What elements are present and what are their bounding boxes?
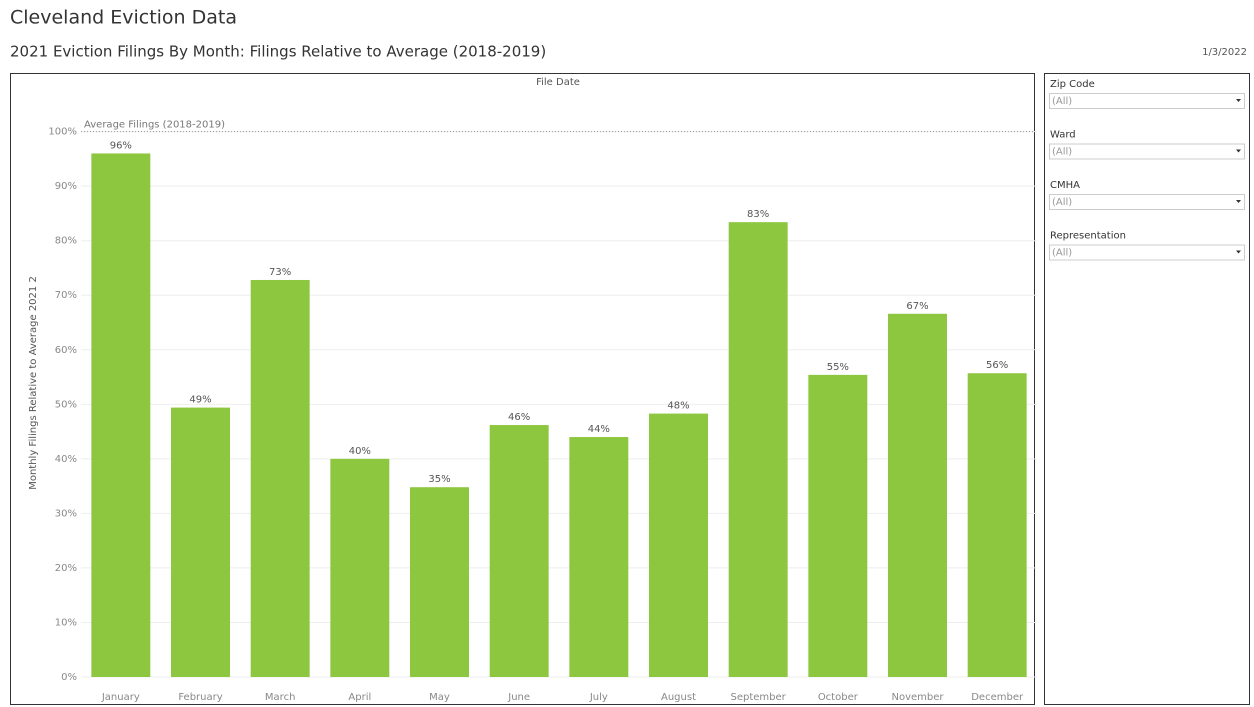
filter-dropdown[interactable] bbox=[1049, 143, 1245, 160]
filter-label: Zip Code bbox=[1050, 79, 1095, 90]
y-tick-label: 0% bbox=[61, 672, 77, 683]
y-tick-label: 80% bbox=[55, 236, 77, 247]
x-axis-label: File Date bbox=[536, 77, 580, 88]
data-label: 49% bbox=[189, 395, 211, 406]
x-tick-label: August bbox=[661, 692, 696, 703]
data-label: 73% bbox=[269, 267, 291, 278]
x-tick-label: November bbox=[891, 692, 944, 703]
x-tick-label: April bbox=[348, 692, 371, 703]
filter-dropdown[interactable] bbox=[1049, 194, 1245, 210]
y-tick-label: 40% bbox=[55, 454, 77, 465]
filter-dropdown[interactable] bbox=[1049, 244, 1245, 261]
data-label: 44% bbox=[588, 424, 610, 435]
bar bbox=[410, 487, 469, 677]
dropdown-arrow bbox=[1236, 99, 1241, 102]
data-label: 55% bbox=[827, 362, 849, 373]
date: 1/3/2022 bbox=[1202, 47, 1247, 58]
chart-frame bbox=[10, 73, 1035, 705]
data-label: 96% bbox=[110, 140, 132, 151]
x-tick-label: February bbox=[178, 692, 222, 703]
y-tick-label: 20% bbox=[55, 563, 77, 574]
data-label: 35% bbox=[428, 474, 450, 485]
y-tick-label: 10% bbox=[55, 617, 77, 628]
filter-value: (All) bbox=[1052, 147, 1072, 158]
y-tick-label: 100% bbox=[48, 127, 77, 138]
data-label: 48% bbox=[667, 401, 689, 412]
bar bbox=[808, 374, 868, 677]
bar bbox=[91, 153, 151, 677]
filter-label: Representation bbox=[1050, 231, 1126, 242]
reference-label: Average Filings (2018-2019) bbox=[84, 120, 225, 131]
dropdown-arrow bbox=[1236, 200, 1241, 203]
dashboard-title: Cleveland Eviction Data bbox=[10, 7, 237, 29]
x-tick-label: January bbox=[101, 692, 140, 703]
bar bbox=[569, 437, 629, 677]
y-tick-label: 60% bbox=[55, 345, 77, 356]
x-tick-label: July bbox=[589, 692, 608, 703]
bar bbox=[489, 425, 549, 677]
dropdown-arrow bbox=[1236, 250, 1241, 254]
y-tick-label: 30% bbox=[55, 508, 77, 519]
dropdown-arrow bbox=[1236, 149, 1241, 153]
data-label: 56% bbox=[986, 360, 1008, 371]
data-label: 67% bbox=[906, 301, 928, 312]
filter-value: (All) bbox=[1052, 96, 1072, 107]
bar bbox=[888, 313, 947, 677]
bar bbox=[967, 373, 1027, 677]
bar bbox=[330, 458, 390, 677]
filter-label: Ward bbox=[1050, 130, 1076, 141]
filter-dropdown[interactable] bbox=[1049, 93, 1245, 109]
bar bbox=[171, 407, 230, 677]
x-tick-label: June bbox=[507, 692, 530, 703]
filter-value: (All) bbox=[1052, 197, 1072, 208]
x-tick-label: October bbox=[818, 692, 859, 703]
x-tick-label: September bbox=[731, 692, 787, 703]
bar bbox=[728, 222, 788, 677]
x-tick-label: December bbox=[971, 692, 1024, 703]
data-label: 40% bbox=[349, 446, 371, 457]
chart-title: 2021 Eviction Filings By Month: Filings … bbox=[10, 43, 546, 61]
filter-value: (All) bbox=[1052, 248, 1072, 259]
filter-panel bbox=[1044, 73, 1250, 705]
bar bbox=[649, 413, 708, 677]
y-axis-label: Monthly Filings Relative to Average 2021… bbox=[28, 276, 39, 490]
x-tick-label: March bbox=[265, 692, 295, 703]
filter-label: CMHA bbox=[1050, 180, 1080, 191]
y-tick-label: 70% bbox=[55, 290, 77, 301]
data-label: 83% bbox=[747, 209, 769, 220]
bar bbox=[250, 279, 310, 677]
x-tick-label: May bbox=[429, 692, 450, 703]
y-tick-label: 50% bbox=[55, 399, 77, 410]
y-tick-label: 90% bbox=[55, 181, 77, 192]
data-label: 46% bbox=[508, 412, 530, 423]
